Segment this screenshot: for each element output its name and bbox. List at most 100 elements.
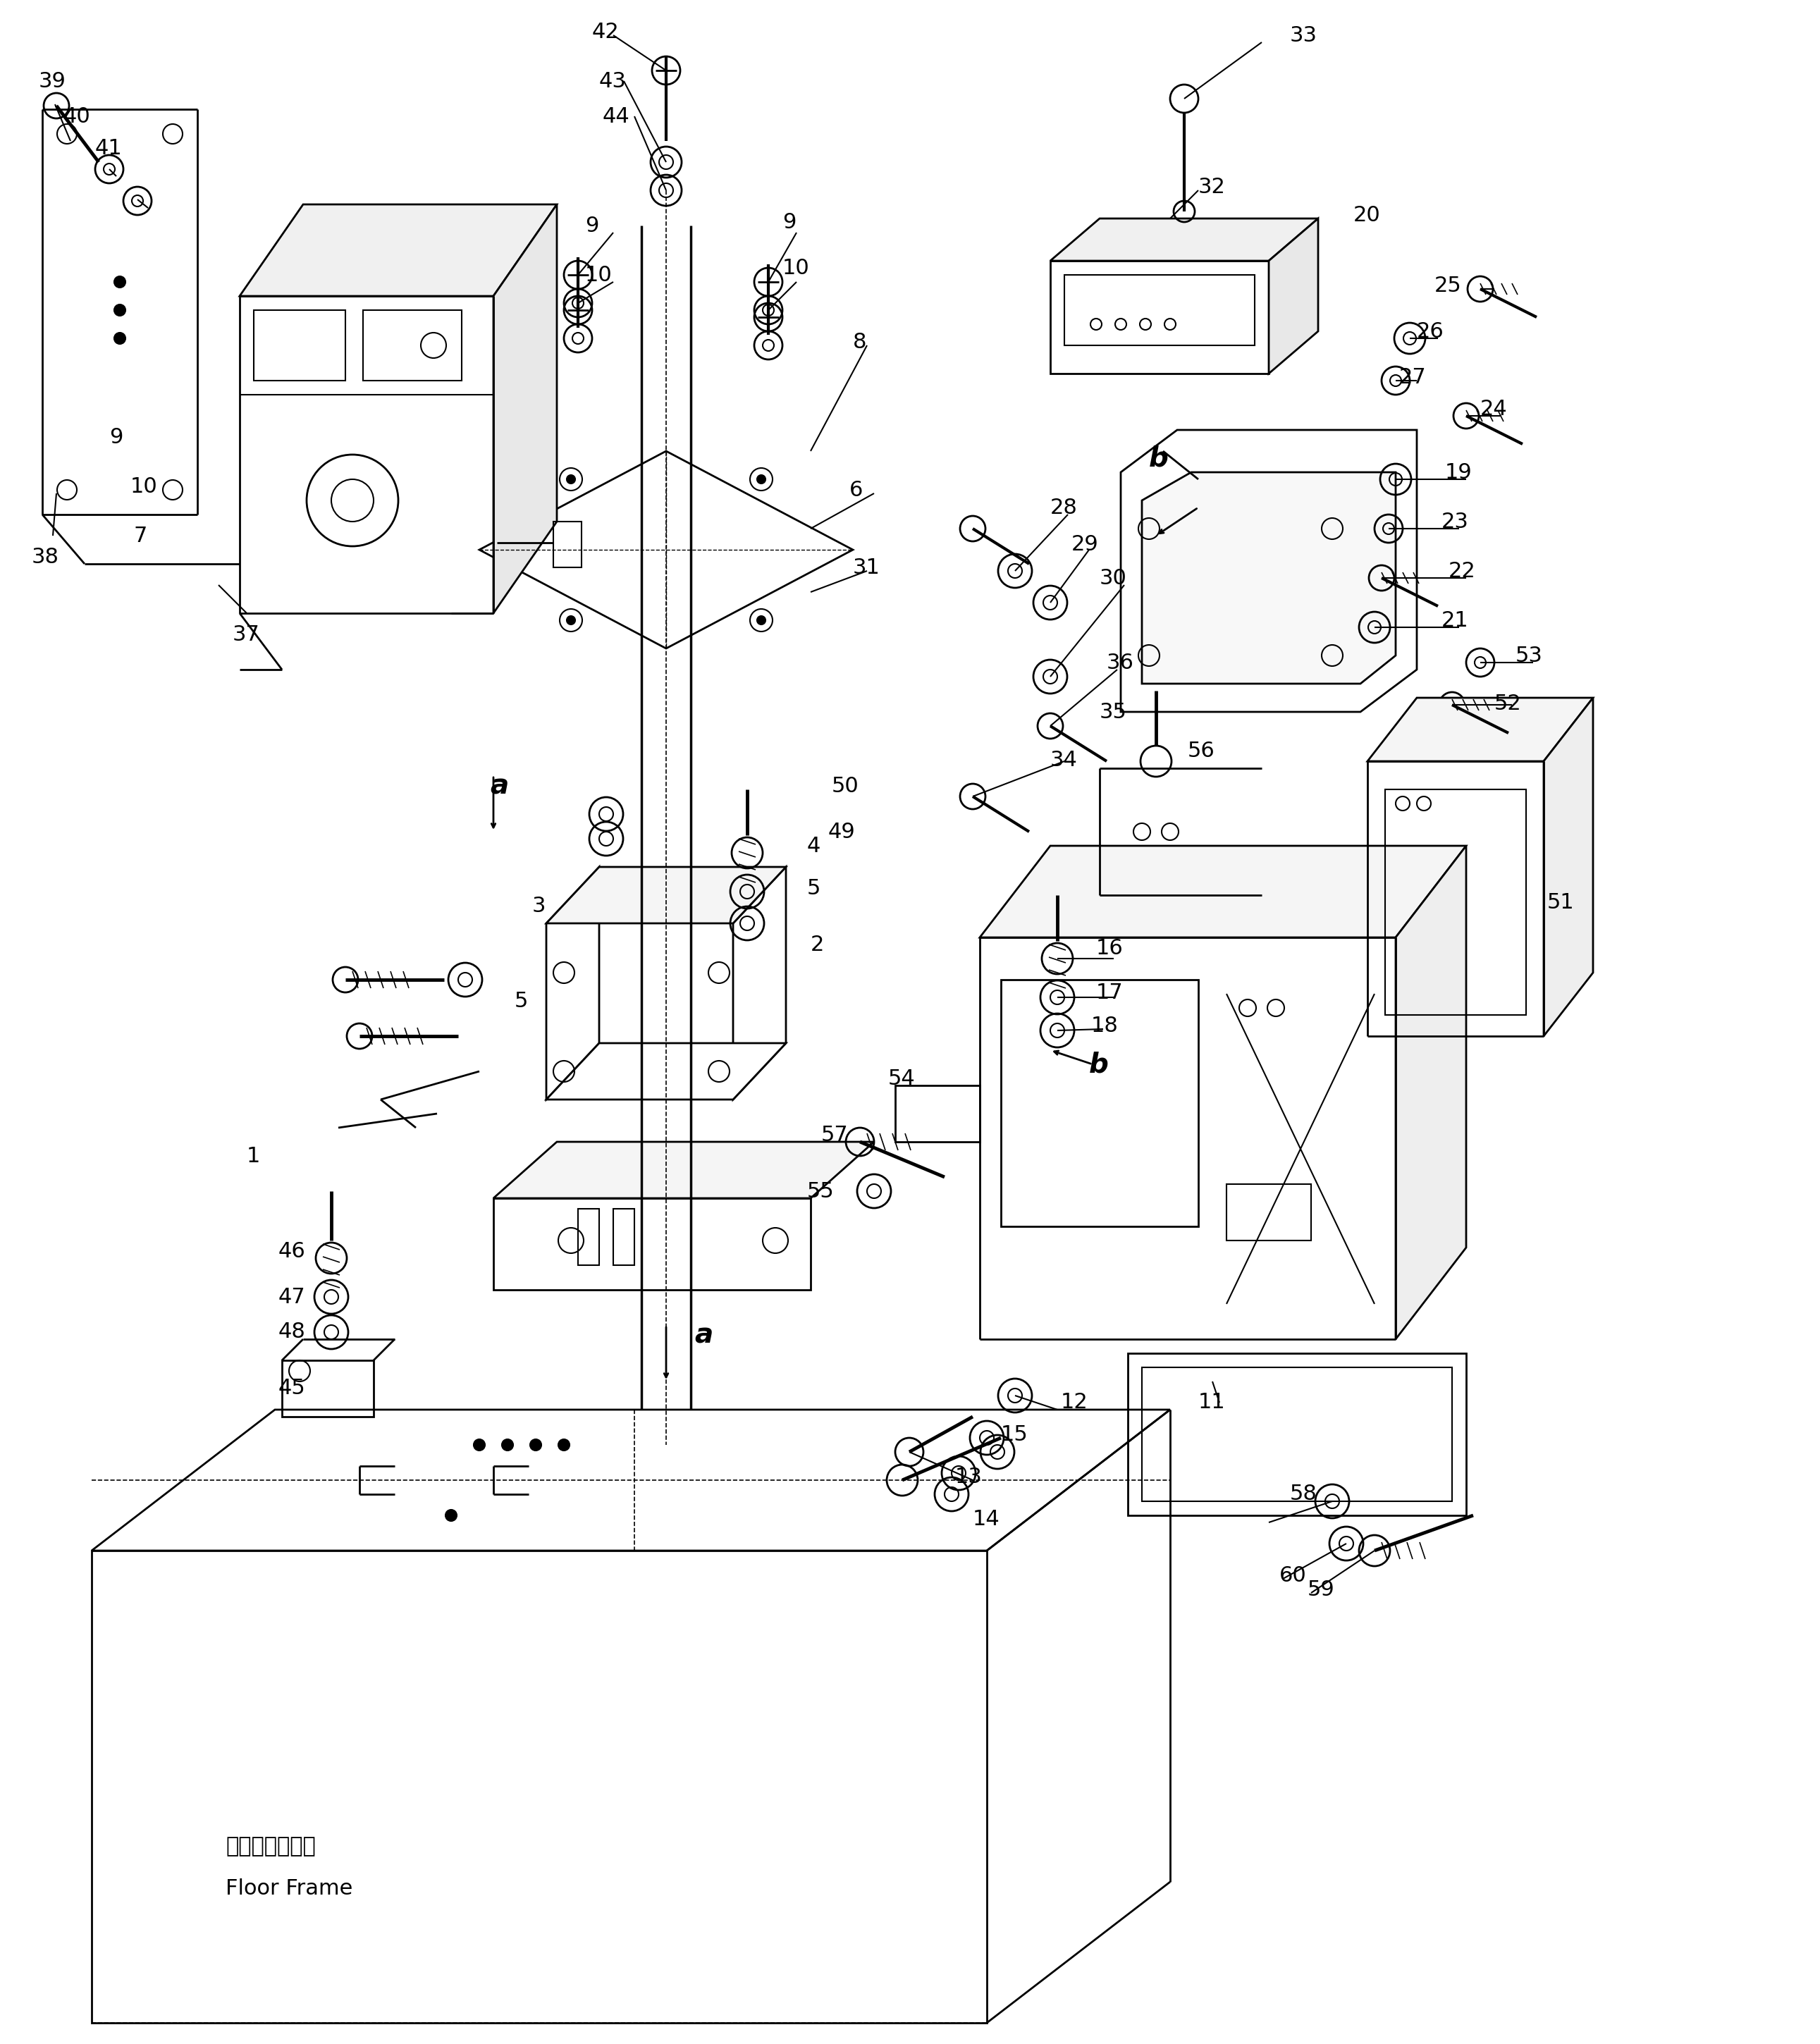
Polygon shape xyxy=(493,204,557,613)
Text: 9: 9 xyxy=(109,427,124,448)
Text: 21: 21 xyxy=(1441,609,1469,630)
Text: 7: 7 xyxy=(135,525,147,546)
Text: 33: 33 xyxy=(1290,25,1318,45)
Text: 18: 18 xyxy=(1092,1016,1119,1036)
Text: 14: 14 xyxy=(972,1508,999,1529)
Text: 50: 50 xyxy=(832,775,859,795)
Text: 38: 38 xyxy=(31,546,60,566)
Circle shape xyxy=(115,333,126,343)
Polygon shape xyxy=(546,867,599,1100)
Text: 23: 23 xyxy=(1441,511,1469,531)
Text: a: a xyxy=(490,773,508,799)
Polygon shape xyxy=(493,1143,874,1198)
Text: b: b xyxy=(1148,446,1168,472)
Text: 2: 2 xyxy=(810,934,824,955)
Text: 40: 40 xyxy=(64,106,91,127)
Text: b: b xyxy=(1088,1051,1108,1077)
Text: 60: 60 xyxy=(1279,1566,1307,1586)
Text: 44: 44 xyxy=(602,106,630,127)
Text: 47: 47 xyxy=(278,1286,306,1306)
Bar xyxy=(613,1208,635,1265)
Text: 12: 12 xyxy=(1061,1392,1088,1412)
Bar xyxy=(1065,274,1254,345)
Text: 10: 10 xyxy=(584,264,612,284)
Polygon shape xyxy=(546,867,786,924)
Text: 8: 8 xyxy=(854,331,866,352)
Text: 58: 58 xyxy=(1290,1484,1318,1504)
Text: 10: 10 xyxy=(783,258,810,278)
Text: 15: 15 xyxy=(1001,1425,1028,1445)
Circle shape xyxy=(757,615,766,625)
Text: 5: 5 xyxy=(806,877,821,897)
Text: 26: 26 xyxy=(1416,321,1443,341)
Polygon shape xyxy=(1396,846,1467,1339)
Text: 35: 35 xyxy=(1099,701,1127,722)
Text: 34: 34 xyxy=(1050,750,1077,771)
Bar xyxy=(253,311,346,380)
Text: 13: 13 xyxy=(956,1466,983,1486)
Text: 36: 36 xyxy=(1107,652,1134,672)
Text: 37: 37 xyxy=(233,623,260,644)
Polygon shape xyxy=(479,452,854,648)
Text: Floor Frame: Floor Frame xyxy=(226,1878,353,1899)
Circle shape xyxy=(115,276,126,288)
Bar xyxy=(1050,262,1269,374)
Text: 57: 57 xyxy=(821,1124,848,1145)
Bar xyxy=(1141,1367,1452,1500)
Text: a: a xyxy=(693,1322,713,1349)
Text: 59: 59 xyxy=(1307,1580,1334,1600)
Text: 46: 46 xyxy=(278,1241,306,1261)
Text: 45: 45 xyxy=(278,1378,306,1398)
Text: 41: 41 xyxy=(95,137,122,157)
Text: 16: 16 xyxy=(1096,938,1123,959)
Text: 30: 30 xyxy=(1099,568,1127,589)
Polygon shape xyxy=(1543,697,1592,1036)
Text: 6: 6 xyxy=(850,480,863,501)
Text: 10: 10 xyxy=(131,476,158,497)
Text: 19: 19 xyxy=(1445,462,1472,482)
Bar xyxy=(1001,979,1198,1226)
Circle shape xyxy=(115,305,126,315)
Bar xyxy=(1227,1183,1310,1241)
Polygon shape xyxy=(979,846,1467,938)
Circle shape xyxy=(502,1439,513,1451)
Text: 54: 54 xyxy=(888,1069,915,1089)
Text: 28: 28 xyxy=(1050,497,1077,517)
Bar xyxy=(1194,466,1238,486)
Polygon shape xyxy=(1121,429,1416,711)
Circle shape xyxy=(757,474,766,484)
Text: 43: 43 xyxy=(599,72,626,92)
Bar xyxy=(362,311,462,380)
Polygon shape xyxy=(91,1410,1170,1551)
Polygon shape xyxy=(1141,472,1396,683)
Text: 55: 55 xyxy=(806,1181,834,1202)
Bar xyxy=(1385,789,1525,1016)
Text: 17: 17 xyxy=(1096,983,1123,1004)
Text: 11: 11 xyxy=(1198,1392,1225,1412)
Text: 29: 29 xyxy=(1072,533,1099,554)
Text: 4: 4 xyxy=(806,836,821,856)
Polygon shape xyxy=(1050,219,1318,262)
Polygon shape xyxy=(1269,219,1318,374)
Circle shape xyxy=(566,474,575,484)
Text: 20: 20 xyxy=(1354,204,1381,225)
Text: 42: 42 xyxy=(592,22,619,43)
Text: 49: 49 xyxy=(828,822,855,842)
Text: 9: 9 xyxy=(783,213,795,233)
Text: 3: 3 xyxy=(531,895,546,916)
Circle shape xyxy=(473,1439,484,1451)
Circle shape xyxy=(446,1511,457,1521)
Circle shape xyxy=(559,1439,570,1451)
Text: 53: 53 xyxy=(1516,646,1543,666)
Text: 52: 52 xyxy=(1494,693,1522,713)
Polygon shape xyxy=(240,204,557,296)
Polygon shape xyxy=(91,1551,986,2024)
Polygon shape xyxy=(493,1198,810,1290)
Circle shape xyxy=(530,1439,541,1451)
Text: 48: 48 xyxy=(278,1322,306,1343)
Circle shape xyxy=(566,615,575,625)
Polygon shape xyxy=(1367,697,1592,760)
Text: 5: 5 xyxy=(515,991,528,1012)
Text: 27: 27 xyxy=(1400,366,1427,386)
Text: 1: 1 xyxy=(248,1147,260,1167)
